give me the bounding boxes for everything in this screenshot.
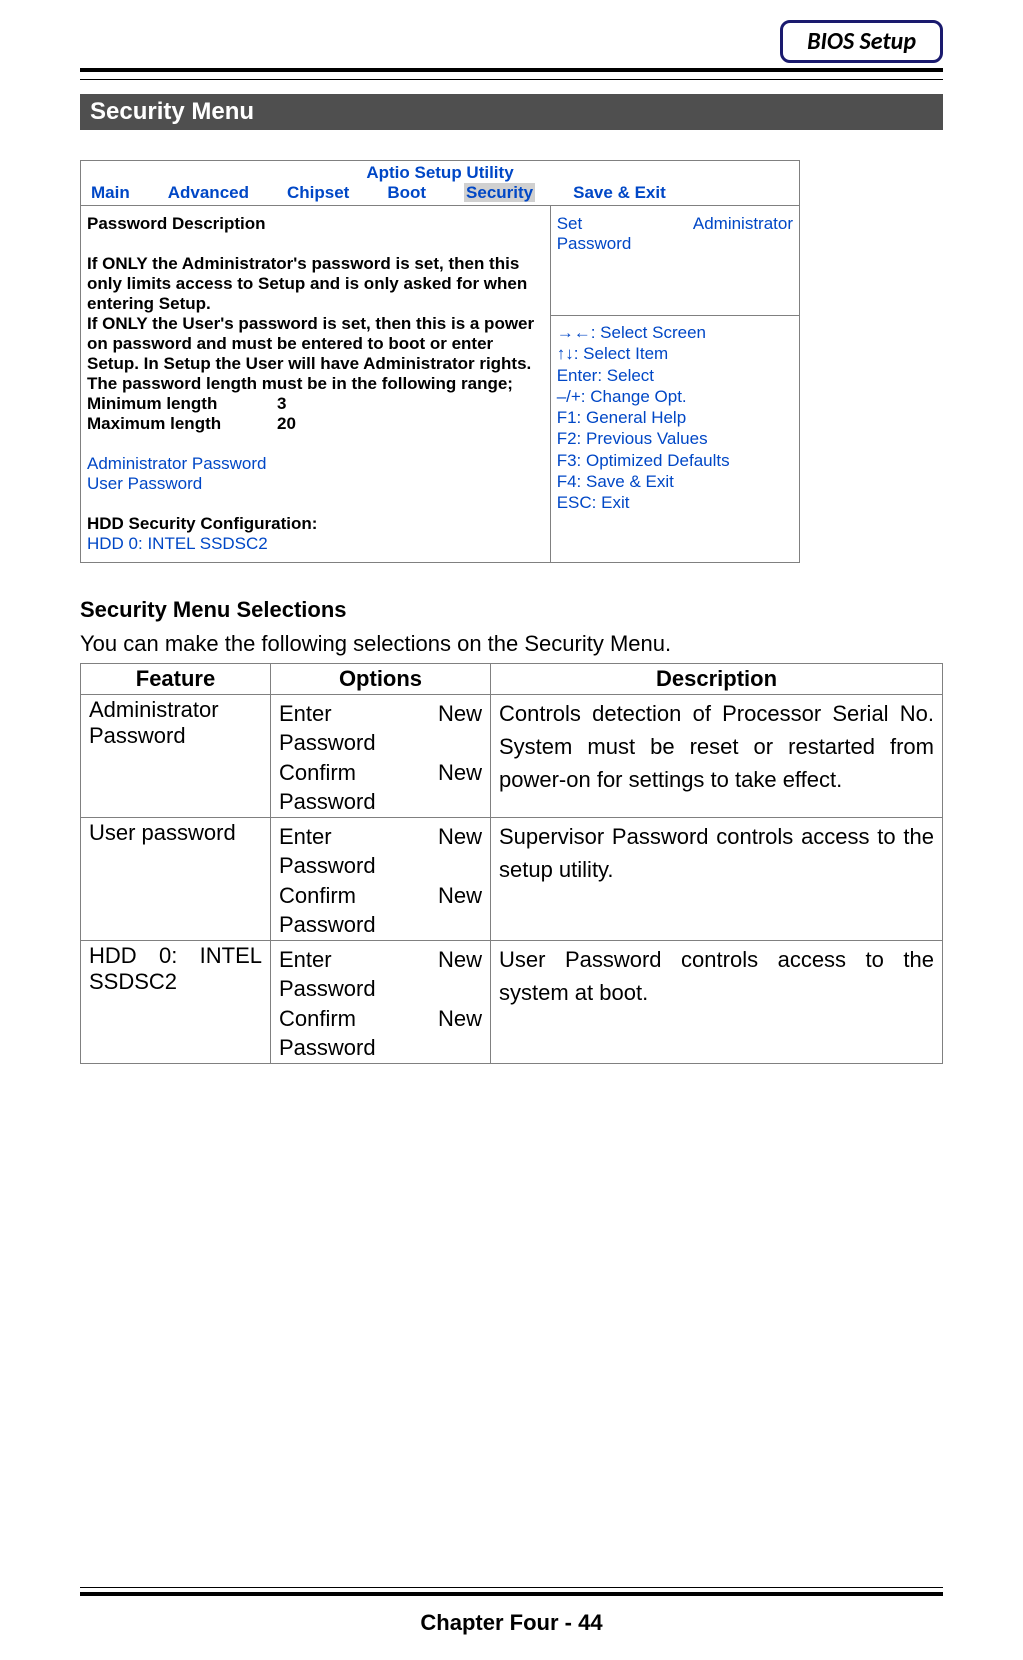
hdd0-item[interactable]: HDD 0: INTEL SSDSC2	[87, 534, 544, 554]
bios-screen: Aptio Setup Utility Main Advanced Chipse…	[80, 160, 800, 563]
max-length-label: Maximum length	[87, 414, 277, 434]
password-desc-para2: If ONLY the User's password is set, then…	[87, 314, 544, 374]
administrator-password-item[interactable]: Administrator Password	[87, 454, 544, 474]
selections-table: Feature Options Description Administrato…	[80, 663, 943, 1064]
help-line-5: F1: General Help	[557, 407, 793, 428]
desc-user-password: Supervisor Password controls access to t…	[491, 818, 943, 941]
password-range-line: The password length must be in the follo…	[87, 374, 544, 394]
tab-main[interactable]: Main	[91, 183, 130, 203]
header-rule-thin	[80, 79, 943, 80]
selections-intro: You can make the following selections on…	[80, 631, 943, 657]
selections-heading: Security Menu Selections	[80, 597, 943, 623]
min-length-row: Minimum length 3	[87, 394, 544, 414]
tab-security-label: Security	[464, 183, 535, 202]
desc-admin-password: Controls detection of Processor Serial N…	[491, 695, 943, 818]
table-row: HDD 0: INTEL SSDSC2 EnterNew Password Co…	[81, 941, 943, 1064]
help-line-6: F2: Previous Values	[557, 428, 793, 449]
max-length-row: Maximum length 20	[87, 414, 544, 434]
feature-admin-password: Administrator Password	[81, 695, 271, 818]
desc-hdd0: User Password controls access to the sys…	[491, 941, 943, 1064]
bios-left-pane: Password Description If ONLY the Adminis…	[81, 206, 550, 562]
options-hdd0: EnterNew Password ConfirmNew Password	[271, 941, 491, 1064]
max-length-value: 20	[277, 414, 296, 434]
options-admin-password: EnterNew Password ConfirmNew Password	[271, 695, 491, 818]
help-desc-word1: Set	[557, 214, 583, 233]
bios-keyboard-help: →←: Select Screen ↑↓: Select Item Enter:…	[550, 316, 799, 562]
section-title-text: Security Menu	[90, 98, 254, 125]
tab-boot[interactable]: Boot	[387, 183, 426, 203]
bios-help-description: Set Password Administrator	[550, 206, 799, 316]
tab-chipset[interactable]: Chipset	[287, 183, 349, 203]
help-line-8: F4: Save & Exit	[557, 471, 793, 492]
help-line-1: →←: Select Screen	[557, 322, 793, 343]
col-options: Options	[271, 664, 491, 695]
bios-utility-title: Aptio Setup Utility	[81, 161, 799, 183]
min-length-label: Minimum length	[87, 394, 277, 414]
user-password-item[interactable]: User Password	[87, 474, 544, 494]
page-footer: Chapter Four - 44	[80, 1587, 943, 1636]
table-row: Administrator Password EnterNew Password…	[81, 695, 943, 818]
hdd-security-heading: HDD Security Configuration:	[87, 514, 544, 534]
help-desc-word2: Administrator	[693, 214, 793, 307]
help-line-7: F3: Optimized Defaults	[557, 450, 793, 471]
tab-security[interactable]: Security	[464, 183, 535, 203]
header-rule-thick	[80, 68, 943, 72]
table-row: User password EnterNew Password ConfirmN…	[81, 818, 943, 941]
password-desc-para1: If ONLY the Administrator's password is …	[87, 254, 544, 314]
footer-text: Chapter Four - 44	[80, 1610, 943, 1636]
bios-setup-badge: BIOS Setup	[780, 20, 943, 63]
tab-advanced[interactable]: Advanced	[168, 183, 249, 203]
footer-rule-thick	[80, 1592, 943, 1596]
options-user-password: EnterNew Password ConfirmNew Password	[271, 818, 491, 941]
min-length-value: 3	[277, 394, 286, 414]
bios-tab-row: Main Advanced Chipset Boot Security Save…	[81, 183, 799, 206]
section-title-bar: Security Menu	[80, 94, 943, 130]
help-line-2: ↑↓: Select Item	[557, 343, 793, 364]
col-feature: Feature	[81, 664, 271, 695]
help-line-3: Enter: Select	[557, 365, 793, 386]
tab-save-exit[interactable]: Save & Exit	[573, 183, 666, 203]
feature-hdd0: HDD 0: INTEL SSDSC2	[81, 941, 271, 1064]
page-header: BIOS Setup	[80, 20, 943, 80]
help-desc-word3: Password	[557, 234, 632, 253]
help-line-4: –/+: Change Opt.	[557, 386, 793, 407]
col-description: Description	[491, 664, 943, 695]
footer-rule-thin	[80, 1587, 943, 1588]
help-line-9: ESC: Exit	[557, 492, 793, 513]
password-description-heading: Password Description	[87, 214, 544, 234]
feature-user-password: User password	[81, 818, 271, 941]
table-header-row: Feature Options Description	[81, 664, 943, 695]
